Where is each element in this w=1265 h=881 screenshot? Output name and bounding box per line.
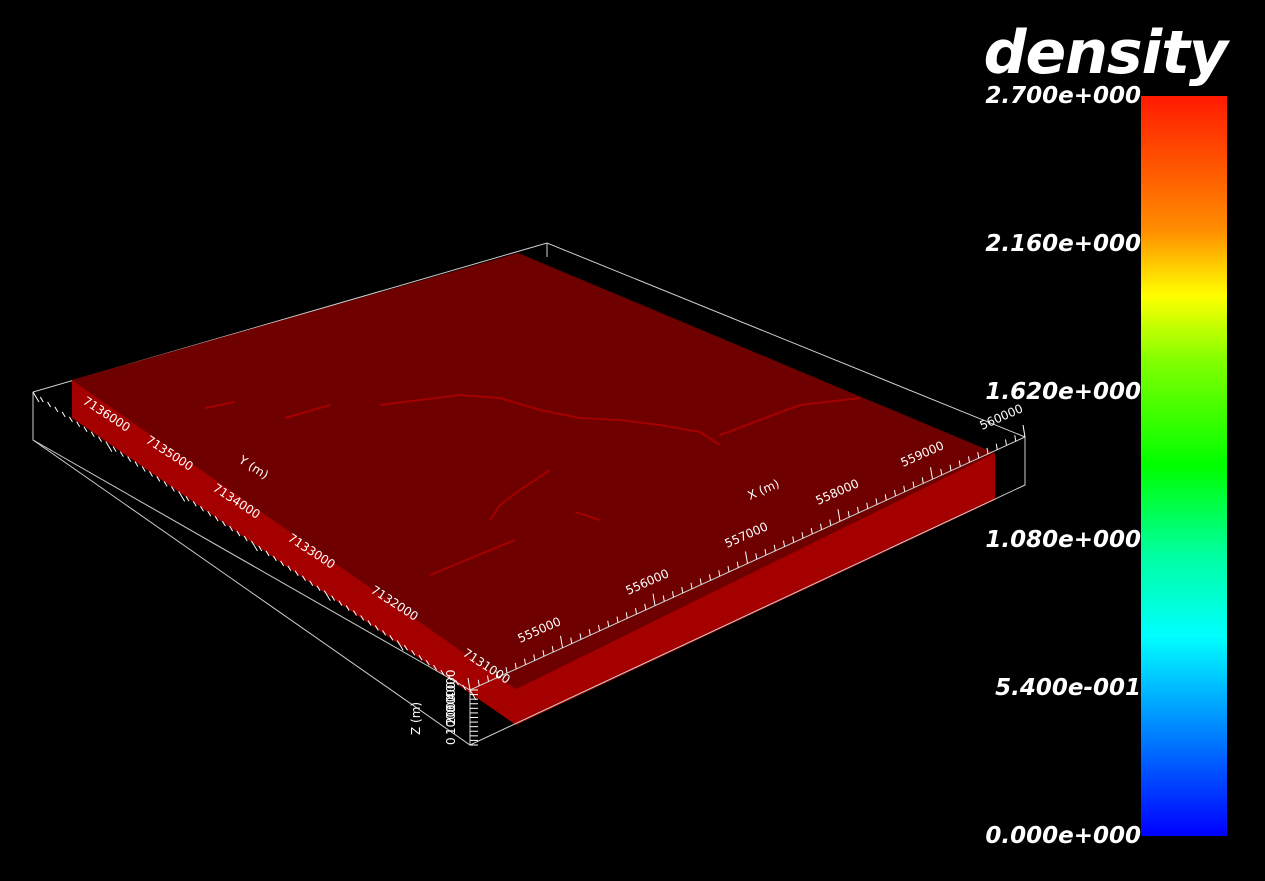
z-tick-label: 4000	[444, 669, 458, 700]
colorbar-tick-label: 2.160e+000	[985, 231, 1141, 257]
colorbar-tick-label: 1.080e+000	[985, 527, 1141, 553]
colorbar-tick-label: 2.700e+000	[985, 83, 1141, 109]
colorbar-tick-label: 5.400e-001	[995, 675, 1141, 701]
block-side-face	[72, 380, 516, 725]
colorbar	[1141, 96, 1227, 836]
axis-ticks	[32, 391, 1026, 746]
z-axis-label: Z (m)	[409, 702, 423, 735]
colorbar-tick-label: 0.000e+000	[985, 823, 1141, 849]
density-contours	[204, 393, 861, 576]
x-tick-label: 560000	[978, 401, 1026, 432]
z-tick-label: 2000	[444, 694, 458, 725]
block-top-face	[72, 253, 995, 689]
block-front-face	[516, 453, 995, 725]
z-tick-label: 0	[444, 737, 458, 745]
colorbar-tick-label: 1.620e+000	[985, 379, 1141, 405]
colorbar-title: density	[983, 18, 1228, 88]
z-tick-label: 3000	[444, 681, 458, 712]
z-tick-label: 1000	[444, 704, 458, 735]
